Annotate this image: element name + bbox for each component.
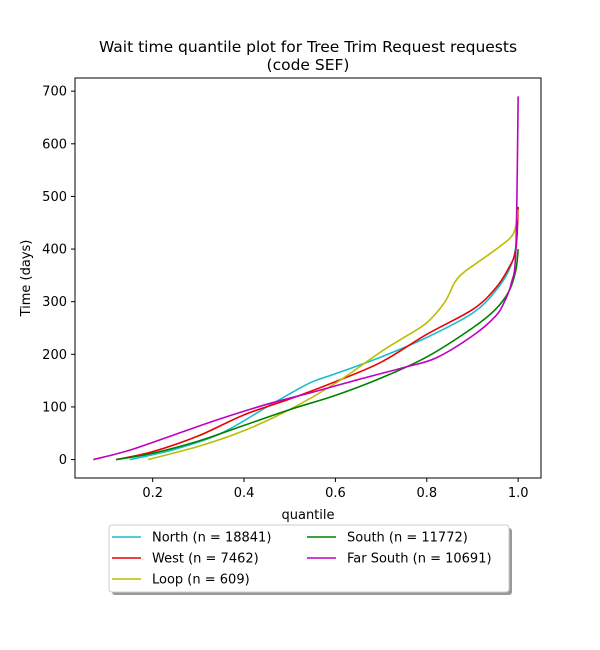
series-line-4 <box>93 96 519 461</box>
series-line-3 <box>115 248 519 461</box>
y-tick-label: 0 <box>59 453 67 468</box>
y-tick-label: 500 <box>42 190 67 205</box>
y-tick-label: 100 <box>42 400 67 415</box>
series-line-0 <box>129 206 519 461</box>
y-tick-label: 400 <box>42 243 67 258</box>
plot-lines <box>93 96 519 461</box>
y-tick-label: 700 <box>42 85 67 100</box>
legend-label: West (n = 7462) <box>152 552 259 567</box>
y-tick-label: 200 <box>42 348 67 363</box>
x-axis-label: quantile <box>281 508 334 523</box>
x-tick-label: 0.4 <box>234 486 255 501</box>
axes: 0.2 0.4 0.6 0.8 1.0 0 100 200 300 400 500 600 700 <box>42 77 542 501</box>
legend-label: Far South (n = 10691) <box>347 552 492 567</box>
plot-frame <box>74 77 542 479</box>
x-tick-label: 0.2 <box>142 486 163 501</box>
y-tick-label: 300 <box>42 295 67 310</box>
x-tick-label: 0.6 <box>325 486 346 501</box>
series-line-2 <box>147 209 519 461</box>
y-tick-label: 600 <box>42 137 67 152</box>
chart-title: Wait time quantile plot for Tree Trim Re… <box>99 38 517 56</box>
legend-entries: North (n = 18841) West (n = 7462) Loop (n … <box>112 531 492 588</box>
y-axis-label: Time (days) <box>19 240 34 318</box>
chart-subtitle: (code SEF) <box>267 56 350 74</box>
x-tick-label: 0.8 <box>416 486 437 501</box>
legend: North (n = 18841) West (n = 7462) Loop (n … <box>108 524 512 595</box>
series-line-1 <box>115 206 519 461</box>
legend-label: North (n = 18841) <box>152 531 271 546</box>
legend-label: South (n = 11772) <box>347 531 468 546</box>
x-tick-label: 1.0 <box>508 486 529 501</box>
legend-label: Loop (n = 609) <box>152 573 250 588</box>
